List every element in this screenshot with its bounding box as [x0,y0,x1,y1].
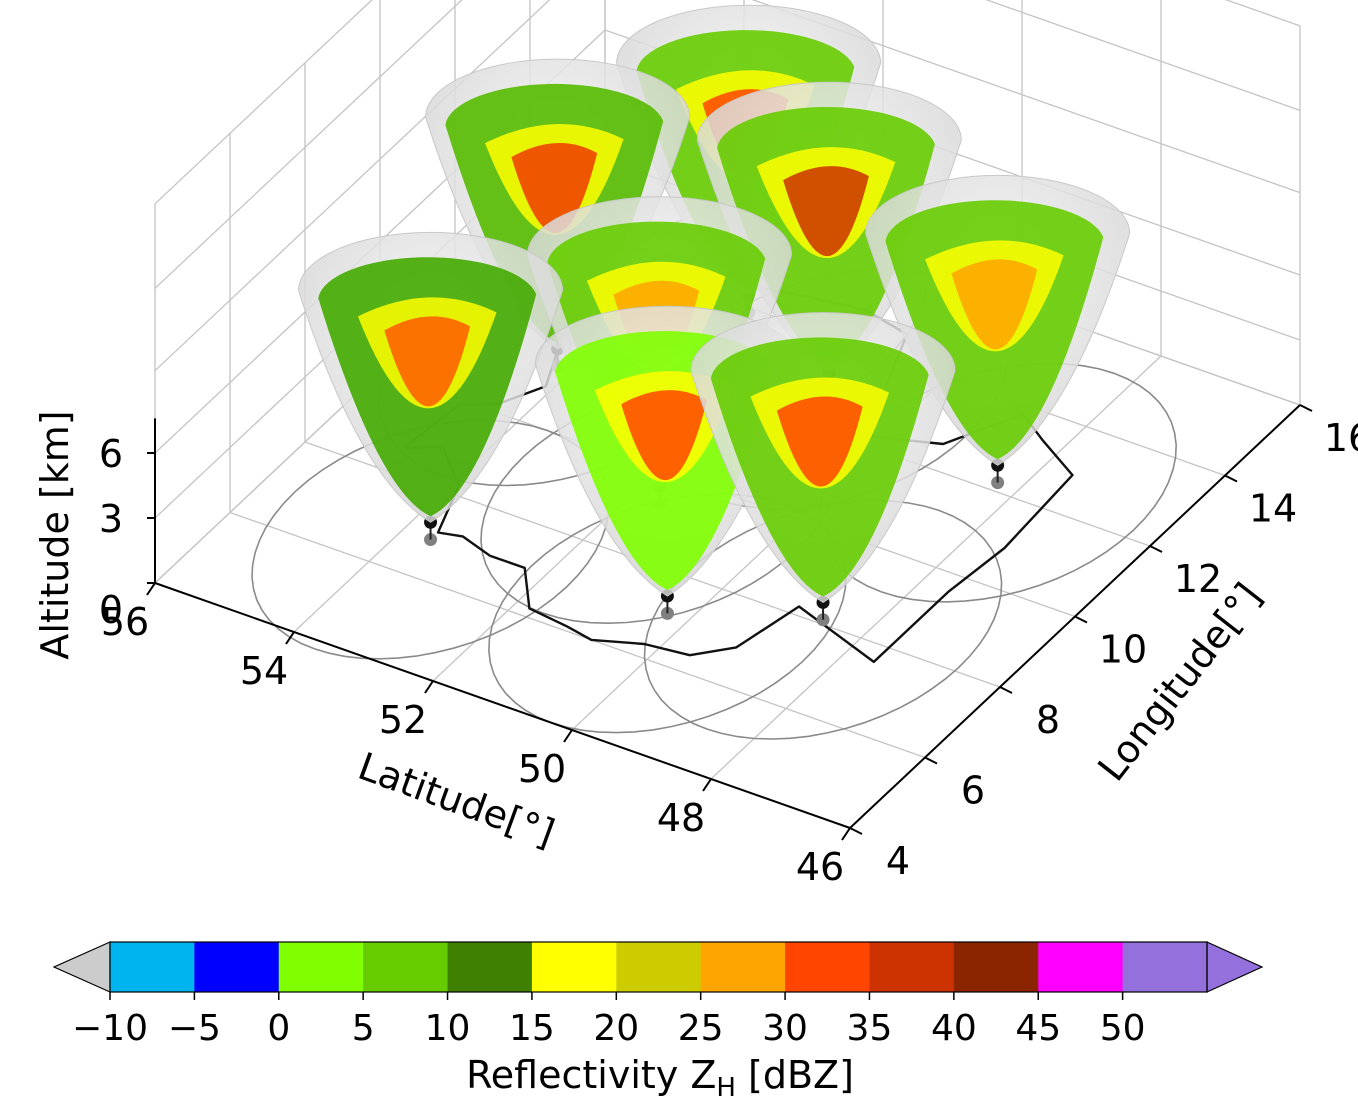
colorbar-cell [1038,942,1124,992]
longitude-tick-label: 16 [1324,416,1358,460]
latitude-tick-mark [285,631,295,645]
longitude-tick-label: 6 [961,769,985,813]
longitude-tick-mark [999,686,1013,694]
latitude-ticks: 56 54 52 50 48 46 [101,582,851,889]
grid-wall-alt [985,0,1301,111]
colorbar-cell [953,942,1039,992]
echo-strong [621,390,707,481]
colorbar-label-main: Reflectivity Z [466,1053,716,1097]
colorbar-cell [447,942,533,992]
colorbar-tick-label: −5 [168,1008,221,1049]
grid-wall-alt [751,0,1301,194]
colorbar-tick-label: 20 [593,1008,639,1049]
latitude-tick-mark [702,778,712,792]
colorbar-cell [278,942,364,992]
colorbar-tick-label: 5 [352,1008,375,1049]
colorbar-tick-label: −10 [72,1008,148,1049]
altitude-tick-label: 0 [99,588,123,632]
colorbar-label: Reflectivity ZH [dBZ] [466,1053,854,1103]
colorbar-cells [52,941,1264,993]
radar-cone-radar-6 [696,81,962,396]
latitude-tick-label: 56 [101,600,149,644]
colorbar-cell [531,942,617,992]
colorbar-tick-label: 10 [425,1008,471,1049]
colorbar-label-unit: [dBZ] [736,1053,854,1097]
colorbar-cell [194,942,280,992]
latitude-tick-mark [563,729,573,743]
longitude-tick-mark [1224,474,1238,483]
longitude-tick-mark [849,827,863,835]
altitude-tick-label: 6 [99,432,123,476]
grid-wall-alt [154,0,551,372]
colorbar-tick-label: 30 [762,1008,808,1049]
longitude-tick-mark [1299,404,1313,412]
radar-cone-radar-1 [298,231,564,547]
colorbar-cell [869,942,955,992]
altitude-axis-label: Altitude [km] [33,410,77,659]
radar-cone-radar-8 [865,174,1131,490]
longitude-tick-mark [1074,615,1088,624]
echo-strong [384,316,471,407]
echo-strong [951,259,1038,350]
echo-strong [776,396,863,487]
colorbar-tick-label: 40 [931,1008,977,1049]
colorbar-ticks: −10 −5 0 5 10 15 20 25 30 35 40 45 50 [72,992,1146,1049]
latitude-axis-line [154,582,851,829]
grid-wall-alt [154,0,373,205]
radar-cone-radar-7 [690,312,956,627]
altitude-tick-label: 3 [99,497,123,541]
longitude-tick-mark [1149,545,1163,553]
colorbar-frame [109,941,1208,993]
radar-volumes [298,4,1131,627]
colorbar-cell [785,942,870,992]
longitude-tick-label: 10 [1099,628,1147,672]
altitude-ticks: 0 3 6 [99,432,155,632]
colorbar-tick-label: 35 [847,1008,893,1049]
latitude-tick-label: 54 [240,649,288,693]
grid-wall-alt [154,0,463,289]
longitude-tick-label: 14 [1249,487,1297,531]
longitude-tick-label: 12 [1174,557,1222,601]
latitude-tick-label: 46 [796,845,844,889]
colorbar-cell [363,942,449,992]
longitude-tick-label: 8 [1036,698,1060,742]
latitude-tick-label: 50 [518,747,566,791]
colorbar-tick-label: 45 [1015,1008,1061,1049]
latitude-tick-label: 52 [379,698,427,742]
colorbar-cell [110,942,195,992]
longitude-tick-label: 4 [886,839,910,883]
longitude-ticks: 4 6 8 10 12 14 16 [849,404,1358,883]
colorbar-tick-label: 15 [509,1008,555,1049]
colorbar: −10 −5 0 5 10 15 20 25 30 35 40 45 50 Reflectivity Z… [52,941,1264,1103]
colorbar-label-subscript: H [716,1073,736,1103]
longitude-tick-mark [924,756,938,765]
colorbar-under-arrow [52,941,111,993]
colorbar-cell [1122,942,1208,992]
colorbar-tick-label: 50 [1100,1008,1146,1049]
echo-strong [783,166,869,257]
grid-floor-lon [229,511,926,759]
latitude-tick-mark [424,680,434,694]
colorbar-tick-label: 25 [678,1008,724,1049]
latitude-tick-mark [841,827,851,841]
colorbar-cell [616,942,702,992]
longitude-axis-label: Longitude[°] [1089,575,1270,789]
colorbar-tick-label: 0 [267,1008,290,1049]
colorbar-cell [700,942,786,992]
latitude-tick-mark [146,582,156,596]
latitude-tick-label: 48 [657,796,705,840]
colorbar-over-arrow [1206,941,1264,993]
